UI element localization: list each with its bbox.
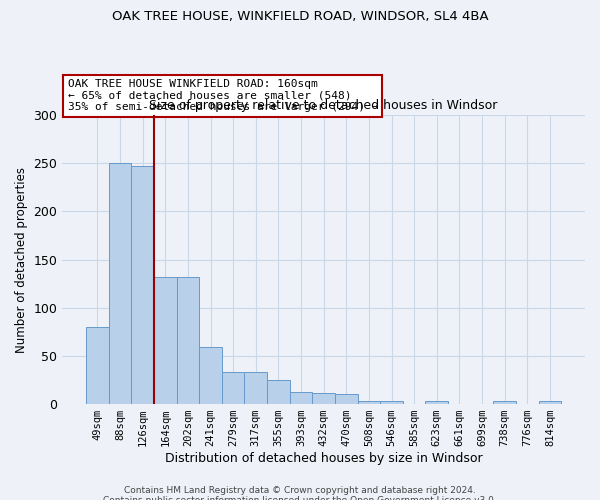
X-axis label: Distribution of detached houses by size in Windsor: Distribution of detached houses by size … (165, 452, 482, 465)
Bar (493, 401, 516, 404)
Bar (335, 394, 358, 404)
Bar (109, 163, 131, 404)
Bar (539, 401, 561, 404)
Bar (290, 392, 313, 404)
Bar (358, 401, 380, 404)
Bar (244, 372, 267, 404)
Text: OAK TREE HOUSE WINKFIELD ROAD: 160sqm
← 65% of detached houses are smaller (548): OAK TREE HOUSE WINKFIELD ROAD: 160sqm ← … (68, 79, 378, 112)
Bar (425, 401, 448, 404)
Text: Contains HM Land Registry data © Crown copyright and database right 2024.: Contains HM Land Registry data © Crown c… (124, 486, 476, 495)
Bar (380, 401, 403, 404)
Bar (222, 372, 244, 404)
Title: Size of property relative to detached houses in Windsor: Size of property relative to detached ho… (149, 100, 498, 112)
Bar (267, 380, 290, 404)
Bar (199, 347, 222, 404)
Bar (313, 392, 335, 404)
Bar (86, 327, 109, 404)
Text: OAK TREE HOUSE, WINKFIELD ROAD, WINDSOR, SL4 4BA: OAK TREE HOUSE, WINKFIELD ROAD, WINDSOR,… (112, 10, 488, 23)
Bar (154, 277, 176, 404)
Bar (176, 277, 199, 404)
Text: Contains public sector information licensed under the Open Government Licence v3: Contains public sector information licen… (103, 496, 497, 500)
Y-axis label: Number of detached properties: Number of detached properties (15, 166, 28, 352)
Bar (131, 166, 154, 404)
